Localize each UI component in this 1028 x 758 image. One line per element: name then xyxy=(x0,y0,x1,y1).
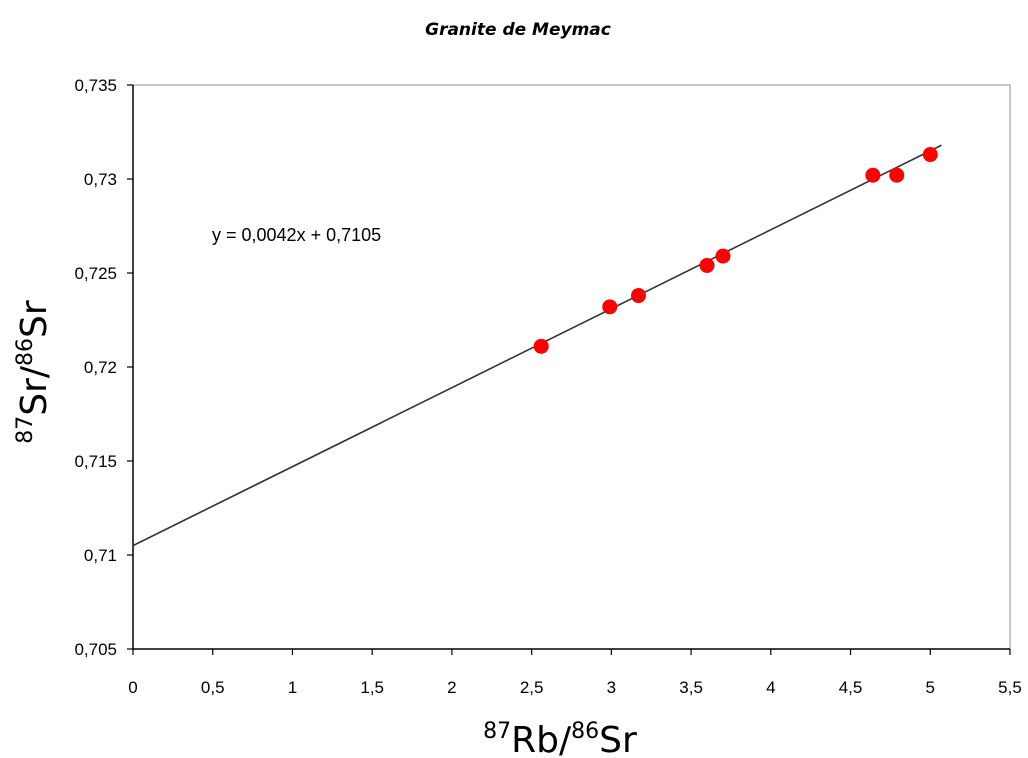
y-axis-ticks: 0,705 0,71 0,715 0,72 0,725 0,73 0,735 xyxy=(74,76,133,659)
y-tick-label: 0,71 xyxy=(84,546,117,565)
x-axis-title-main: Rb/ xyxy=(511,720,572,758)
data-point xyxy=(715,248,731,264)
x-tick-label: 2,5 xyxy=(520,678,544,697)
y-axis-title-den: 86 xyxy=(13,338,38,366)
x-axis-ticks: 0 0,5 1 1,5 2 2,5 3 3,5 4 4,5 5 5,5 xyxy=(128,649,1022,697)
x-tick-label: 1,5 xyxy=(360,678,384,697)
x-tick-label: 0,5 xyxy=(201,678,225,697)
trendline-equation: y = 0,0042x + 0,7105 xyxy=(212,225,381,245)
x-tick-label: 3 xyxy=(607,678,616,697)
y-tick-label: 0,735 xyxy=(74,76,117,95)
x-tick-label: 0 xyxy=(128,678,137,697)
data-point xyxy=(699,257,715,273)
x-tick-label: 3,5 xyxy=(679,678,703,697)
y-axis-title-main: Sr/ xyxy=(14,365,55,416)
x-tick-label: 2 xyxy=(447,678,456,697)
chart-title: Granite de Meymac xyxy=(425,20,611,40)
x-axis-title: 87Rb/86Sr xyxy=(483,719,637,758)
x-axis-title-end: Sr xyxy=(599,720,637,758)
x-axis-title-num: 87 xyxy=(483,719,511,744)
data-point xyxy=(865,167,881,183)
data-point xyxy=(602,299,618,315)
x-tick-label: 4 xyxy=(766,678,775,697)
x-tick-label: 5,5 xyxy=(998,678,1022,697)
y-tick-label: 0,73 xyxy=(84,170,117,189)
x-axis-title-den: 86 xyxy=(571,719,599,744)
data-point xyxy=(630,288,646,304)
y-axis-title-end: Sr xyxy=(14,300,55,338)
y-tick-label: 0,705 xyxy=(74,640,117,659)
y-tick-label: 0,725 xyxy=(74,264,117,283)
data-point xyxy=(922,147,938,163)
plot-area xyxy=(132,84,1011,650)
x-tick-label: 5 xyxy=(926,678,935,697)
y-tick-label: 0,715 xyxy=(74,452,117,471)
x-tick-label: 4,5 xyxy=(839,678,863,697)
data-point xyxy=(533,338,549,354)
data-points-layer xyxy=(533,147,938,354)
y-axis-title: 87Sr/86Sr xyxy=(13,300,55,444)
x-tick-label: 1 xyxy=(288,678,297,697)
y-tick-label: 0,72 xyxy=(84,358,117,377)
data-point xyxy=(889,167,905,183)
y-axis-title-num: 87 xyxy=(13,416,38,444)
